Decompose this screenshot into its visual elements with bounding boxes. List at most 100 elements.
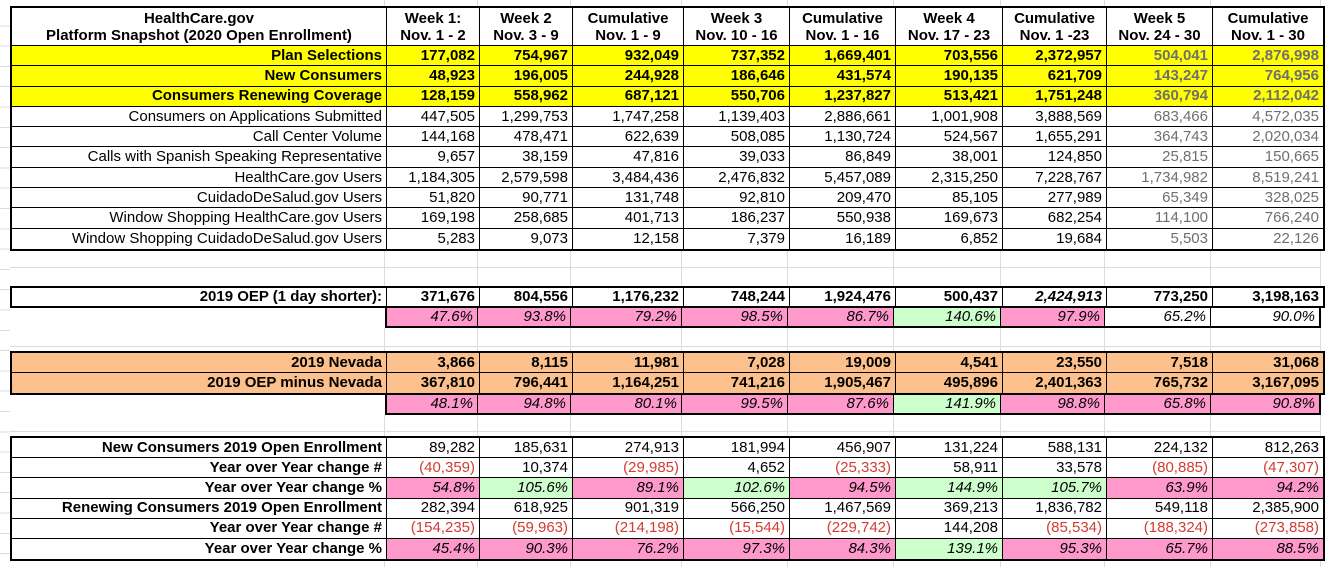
value-cell: 1,836,782 (1003, 498, 1107, 519)
blank-rows-gridlines (10, 415, 1321, 436)
value-cell: 244,928 (573, 66, 684, 87)
percent-cell: 63.9% (1107, 478, 1213, 499)
negative-change-cell: (59,963) (480, 518, 573, 539)
platform-snapshot-table: HealthCare.gov Platform Snapshot (2020 Op… (10, 6, 1325, 251)
gridline-stub (788, 0, 894, 6)
value-cell: 773,250 (1107, 288, 1213, 306)
value-cell: 39,033 (684, 147, 790, 168)
column-header-dates: Nov. 1 - 2 (400, 26, 466, 44)
gridline-stub (1105, 328, 1211, 351)
value-cell: 1,905,467 (790, 373, 896, 393)
value-cell: 2,876,998 (1213, 46, 1323, 67)
gridline-stub (1001, 251, 1105, 286)
value-cell: 12,158 (573, 228, 684, 249)
value-cell: 128,159 (387, 86, 480, 107)
value-cell: 7,379 (684, 228, 790, 249)
value-cell: 185,631 (480, 438, 573, 459)
value-cell: 85,105 (896, 188, 1003, 209)
value-cell: 549,118 (1107, 498, 1213, 519)
negative-change-cell: (40,359) (387, 458, 480, 479)
value-cell: 3,866 (387, 353, 480, 373)
gridline-stub (10, 328, 385, 351)
gridline-stub (682, 561, 788, 567)
value-cell: 2,112,042 (1213, 86, 1323, 107)
value-cell: 51,820 (387, 188, 480, 209)
value-cell: 1,164,251 (573, 373, 684, 393)
percent-cell: 87.6% (788, 395, 894, 415)
value-cell: 9,073 (480, 228, 573, 249)
gridline-stub (10, 415, 385, 436)
gridline-stub (788, 251, 894, 286)
value-cell: 48,923 (387, 66, 480, 87)
row-label: Year over Year change # (12, 458, 387, 479)
value-cell: 8,519,241 (1213, 168, 1323, 189)
sheet-bottom-margin-gridlines (10, 561, 1321, 567)
value-cell: 3,484,436 (573, 167, 684, 189)
value-cell: 622,639 (573, 127, 684, 148)
value-cell: 90,771 (480, 188, 573, 209)
value-cell: 495,896 (896, 373, 1003, 393)
column-header-period: Week 1: (404, 9, 462, 27)
gridline-stub (1001, 328, 1105, 351)
year-over-year-table: New Consumers 2019 Open Enrollment 89,282… (10, 436, 1325, 562)
negative-change-cell: (188,324) (1107, 518, 1213, 539)
percent-cell: 144.9% (896, 478, 1003, 499)
value-cell: 150,665 (1213, 147, 1323, 168)
value-cell: 504,041 (1107, 46, 1213, 67)
value-cell: 737,352 (684, 46, 790, 67)
percent-cell: 48.1% (385, 395, 478, 415)
percent-cell: 94.5% (790, 478, 896, 499)
row-label: 2019 OEP (1 day shorter): (12, 288, 387, 306)
value-cell: 1,130,724 (790, 127, 896, 148)
value-cell: 190,135 (896, 66, 1003, 87)
row-label: Window Shopping CuidadoDeSalud.gov Users (12, 228, 387, 249)
value-cell: 687,121 (573, 86, 684, 107)
value-cell: 282,394 (387, 498, 480, 519)
value-cell: 7,518 (1107, 353, 1213, 373)
column-header-period: Week 5 (1133, 9, 1186, 27)
value-cell: 621,709 (1003, 66, 1107, 87)
column-header: Week 1: Nov. 1 - 2 (387, 8, 480, 46)
row-label: Year over Year change # (12, 518, 387, 539)
percent-cell: 86.7% (788, 308, 894, 328)
value-cell: 258,685 (480, 208, 573, 229)
percent-cell: 76.2% (573, 538, 684, 560)
value-cell: 19,684 (1003, 228, 1107, 249)
value-cell: 1,139,403 (684, 106, 790, 128)
negative-change-cell: (154,235) (387, 518, 480, 539)
column-header-period: Week 2 (500, 9, 552, 27)
gridline-stub (1001, 0, 1105, 6)
value-cell: 4,652 (684, 458, 790, 479)
row-label: 2019 Nevada (12, 353, 387, 373)
gridline-stub (478, 415, 571, 436)
gridline-stub (1105, 561, 1211, 567)
row-label: CuidadoDeSalud.gov Users (12, 188, 387, 209)
column-header: Cumulative Nov. 1 - 30 (1213, 8, 1323, 46)
percent-cell: 65.8% (1105, 395, 1211, 415)
value-cell: 328,025 (1213, 188, 1323, 209)
value-cell: 748,244 (684, 288, 790, 306)
gridline-stub (894, 251, 1001, 286)
empty-cell (10, 308, 385, 328)
value-cell: 5,503 (1107, 228, 1213, 249)
value-cell: 1,237,827 (790, 86, 896, 107)
value-cell: 1,299,753 (480, 106, 573, 128)
value-cell: 1,669,401 (790, 46, 896, 67)
value-cell: 7,028 (684, 353, 790, 373)
gridline-stub (385, 251, 478, 286)
column-header-dates: Nov. 1 - 9 (595, 26, 661, 44)
value-cell: 2,315,250 (896, 167, 1003, 189)
value-cell: 618,925 (480, 498, 573, 519)
blank-rows-gridlines (10, 328, 1321, 351)
value-cell: 524,567 (896, 127, 1003, 148)
column-header-dates: Nov. 1 - 30 (1231, 26, 1305, 44)
value-cell: 2,385,900 (1213, 499, 1323, 519)
percent-cell: 94.2% (1213, 478, 1323, 499)
gridline-stub (1105, 0, 1211, 6)
gridline-stub (682, 0, 788, 6)
value-cell: 38,001 (896, 147, 1003, 168)
column-header: Cumulative Nov. 1 - 16 (790, 8, 896, 46)
column-header-dates: Nov. 24 - 30 (1118, 26, 1201, 44)
column-header-dates: Nov. 10 - 16 (695, 26, 778, 44)
value-cell: 932,049 (573, 46, 684, 67)
